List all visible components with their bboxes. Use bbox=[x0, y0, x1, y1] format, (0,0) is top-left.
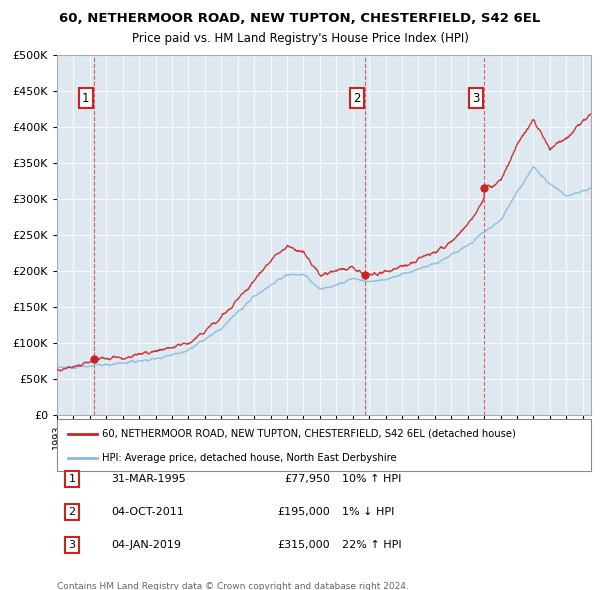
Text: 2: 2 bbox=[353, 91, 361, 104]
Text: £195,000: £195,000 bbox=[277, 507, 330, 517]
Text: 2: 2 bbox=[68, 507, 76, 517]
Text: Contains HM Land Registry data © Crown copyright and database right 2024.: Contains HM Land Registry data © Crown c… bbox=[57, 582, 409, 590]
Text: 22% ↑ HPI: 22% ↑ HPI bbox=[342, 540, 401, 550]
Text: 3: 3 bbox=[472, 91, 480, 104]
Text: 60, NETHERMOOR ROAD, NEW TUPTON, CHESTERFIELD, S42 6EL: 60, NETHERMOOR ROAD, NEW TUPTON, CHESTER… bbox=[59, 12, 541, 25]
FancyBboxPatch shape bbox=[57, 419, 591, 471]
Text: 10% ↑ HPI: 10% ↑ HPI bbox=[342, 474, 401, 484]
Text: HPI: Average price, detached house, North East Derbyshire: HPI: Average price, detached house, Nort… bbox=[103, 453, 397, 463]
Text: 31-MAR-1995: 31-MAR-1995 bbox=[111, 474, 186, 484]
Text: Price paid vs. HM Land Registry's House Price Index (HPI): Price paid vs. HM Land Registry's House … bbox=[131, 32, 469, 45]
Text: £315,000: £315,000 bbox=[277, 540, 330, 550]
Text: 1: 1 bbox=[68, 474, 76, 484]
Text: £77,950: £77,950 bbox=[284, 474, 330, 484]
Text: 1: 1 bbox=[82, 91, 89, 104]
Text: 3: 3 bbox=[68, 540, 76, 550]
Text: 04-JAN-2019: 04-JAN-2019 bbox=[111, 540, 181, 550]
Text: 60, NETHERMOOR ROAD, NEW TUPTON, CHESTERFIELD, S42 6EL (detached house): 60, NETHERMOOR ROAD, NEW TUPTON, CHESTER… bbox=[103, 428, 516, 438]
Text: 04-OCT-2011: 04-OCT-2011 bbox=[111, 507, 184, 517]
Text: 1% ↓ HPI: 1% ↓ HPI bbox=[342, 507, 394, 517]
